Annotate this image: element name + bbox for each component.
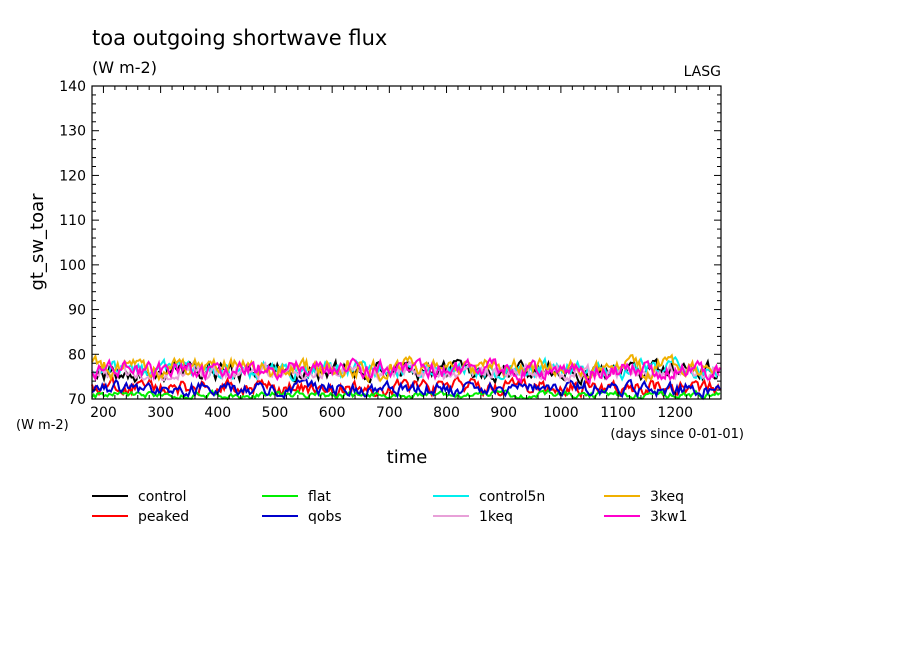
chart-units: (W m-2)	[92, 58, 157, 77]
chart-title: toa outgoing shortwave flux	[92, 26, 387, 50]
x-tick-label: 1000	[543, 405, 579, 421]
y-tick-label: 90	[68, 303, 86, 319]
y-axis-units: (W m-2)	[16, 418, 69, 433]
series-line-3kw1	[91, 356, 721, 386]
legend-label-control5n: control5n	[479, 489, 545, 505]
series-line-qobs	[91, 378, 721, 401]
y-tick-label: 140	[59, 79, 86, 95]
credit-label: LASG	[684, 64, 721, 80]
x-axis-label: time	[387, 447, 428, 468]
legend-label-3kw1: 3kw1	[650, 509, 687, 525]
x-tick-label: 300	[147, 405, 174, 421]
series-layer	[91, 353, 721, 401]
y-tick-label: 80	[68, 347, 86, 363]
legend-label-1keq: 1keq	[479, 509, 513, 525]
legend-label-peaked: peaked	[138, 509, 189, 525]
y-tick-label: 130	[59, 124, 86, 140]
y-axis-label: gt_sw_toar	[27, 193, 48, 291]
y-tick-label: 110	[59, 213, 86, 229]
x-tick-label: 700	[376, 405, 403, 421]
legend-label-control: control	[138, 489, 187, 505]
series-line-1keq	[91, 360, 721, 383]
x-tick-label: 1100	[600, 405, 636, 421]
legend-label-flat: flat	[308, 489, 331, 505]
x-tick-label: 800	[433, 405, 460, 421]
x-axis-units: (days since 0-01-01)	[610, 427, 744, 442]
x-tick-label: 400	[204, 405, 231, 421]
legend-label-qobs: qobs	[308, 509, 342, 525]
x-tick-label: 900	[490, 405, 517, 421]
x-tick-label: 1200	[657, 405, 693, 421]
x-tick-label: 200	[90, 405, 117, 421]
y-tick-label: 70	[68, 392, 86, 408]
y-tick-label: 100	[59, 258, 86, 274]
x-tick-label: 600	[319, 405, 346, 421]
y-tick-label: 120	[59, 168, 86, 184]
plot-frame	[91, 85, 722, 400]
x-tick-label: 500	[262, 405, 289, 421]
legend-label-3keq: 3keq	[650, 489, 684, 505]
legend: control peaked flat qobs control5n 1keq 3keq 3k…	[92, 489, 687, 525]
